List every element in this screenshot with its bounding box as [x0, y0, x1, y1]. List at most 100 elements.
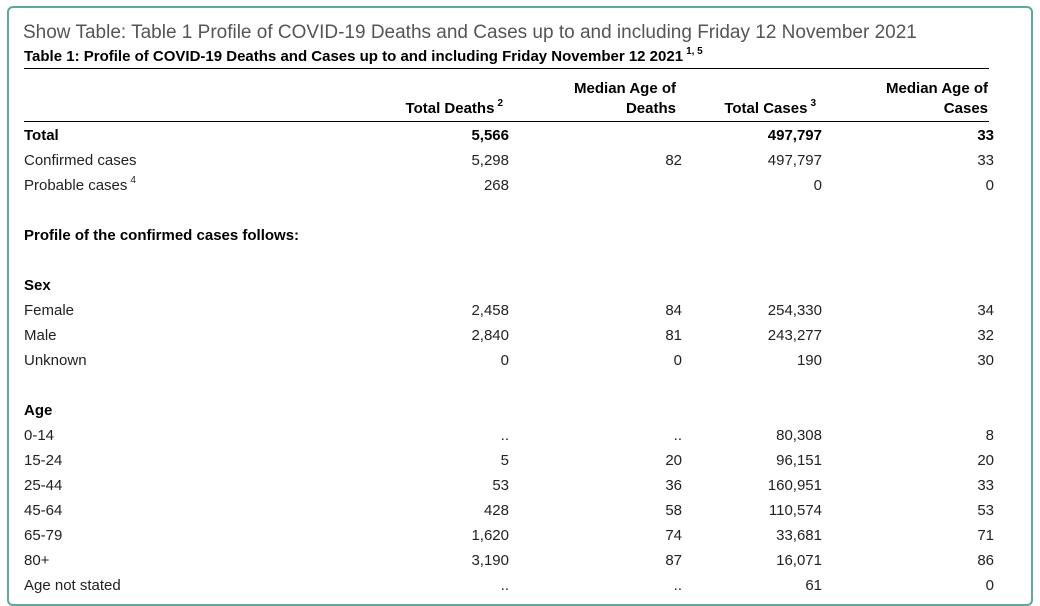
- row-label-footnote: 4: [130, 175, 136, 186]
- table-row: 80+ 3,190 87 16,071 86: [24, 548, 994, 573]
- cell-median-age-deaths: 81: [665, 327, 682, 344]
- table-spacer-row: [24, 198, 989, 223]
- cell-total-deaths: 428: [483, 502, 509, 519]
- row-label-text: 65-79: [24, 527, 63, 544]
- row-label: 65-79: [24, 523, 62, 548]
- cell-median-age-cases: 0: [985, 177, 994, 194]
- header-median-age-deaths-line2: Deaths: [625, 100, 676, 117]
- table-caption: Table 1: Profile of COVID-19 Deaths and …: [24, 46, 989, 69]
- header-total-cases-label: Total Cases: [724, 100, 808, 117]
- cell-total-deaths: 2,840: [471, 327, 509, 344]
- cell-total-cases: 497,797: [767, 127, 822, 144]
- cell-median-age-deaths: 0: [673, 352, 682, 369]
- row-label: Confirmed cases: [24, 148, 137, 173]
- table-row: Age not stated.... 61 0: [24, 573, 994, 598]
- table-panel: Show Table: Table 1 Profile of COVID-19 …: [7, 6, 1033, 606]
- cell-total-deaths: 1,620: [471, 527, 509, 544]
- cell-median-age-deaths: ..: [673, 577, 682, 594]
- cell-total-cases: 0: [813, 177, 822, 194]
- cell-median-age-deaths: 87: [665, 552, 682, 569]
- header-median-age-cases-line1: Median Age of: [886, 80, 988, 97]
- section-heading: Age: [24, 398, 52, 423]
- table-row: Unknown 0 0 190 30: [24, 348, 994, 373]
- header-total-deaths-label: Total Deaths: [405, 100, 495, 117]
- show-table-title[interactable]: Show Table: Table 1 Profile of COVID-19 …: [23, 22, 917, 43]
- section-heading-row: Age: [24, 398, 989, 423]
- cell-total-deaths: ..: [500, 427, 509, 444]
- cell-total-cases: 16,071: [776, 552, 822, 569]
- row-label-text: Sex: [24, 277, 51, 294]
- header-median-age-cases-line2: Cases: [943, 100, 988, 117]
- header-divider: [24, 121, 989, 122]
- table-row: Confirmed cases 5,298 82 497,797 33: [24, 148, 994, 173]
- row-label-text: Probable cases: [24, 177, 128, 194]
- cell-median-age-cases: 71: [977, 527, 994, 544]
- cell-total-cases: 497,797: [767, 152, 822, 169]
- table-row: 45-64 428 58 110,574 53: [24, 498, 994, 523]
- cell-total-deaths: 0: [500, 352, 509, 369]
- row-label-text: Unknown: [24, 352, 87, 369]
- cell-total-deaths: 5: [500, 452, 509, 469]
- cell-median-age-cases: 32: [977, 327, 994, 344]
- header-total-cases-note: 3: [810, 98, 816, 109]
- table-spacer-row: [24, 248, 989, 273]
- cell-median-age-deaths: 74: [665, 527, 682, 544]
- section-heading-row: Sex: [24, 273, 989, 298]
- header-median-age-deaths-line1: Median Age of: [574, 80, 676, 97]
- caption-text: Table 1: Profile of COVID-19 Deaths and …: [24, 48, 684, 65]
- row-label: 80+: [24, 548, 49, 573]
- table-row: Total 5,566 497,797 33: [24, 123, 994, 148]
- table-row: 15-24 5 20 96,151 20: [24, 448, 994, 473]
- cell-median-age-deaths: 84: [665, 302, 682, 319]
- section-heading: Sex: [24, 273, 51, 298]
- row-label-text: Age not stated: [24, 577, 121, 594]
- cell-total-deaths: 5,298: [471, 152, 509, 169]
- table-row: Male 2,840 81 243,277 32: [24, 323, 994, 348]
- cell-median-age-deaths: 82: [665, 152, 682, 169]
- row-label-text: Male: [24, 327, 57, 344]
- cell-median-age-cases: 33: [977, 127, 994, 144]
- row-label: Unknown: [24, 348, 87, 373]
- row-label: Age not stated: [24, 573, 121, 598]
- row-label-text: 80+: [24, 552, 50, 569]
- row-label-text: Confirmed cases: [24, 152, 137, 169]
- cell-total-cases: 61: [805, 577, 822, 594]
- table-row: 65-79 1,620 74 33,681 71: [24, 523, 994, 548]
- cell-total-cases: 254,330: [767, 302, 822, 319]
- cell-median-age-cases: 53: [977, 502, 994, 519]
- section-heading-row: Profile of the confirmed cases follows:: [24, 223, 989, 248]
- table-row: Probable cases 4 268 0 0: [24, 173, 994, 200]
- table-row: 0-14.... 80,308 8: [24, 423, 994, 448]
- cell-median-age-cases: 34: [977, 302, 994, 319]
- cell-total-deaths: 53: [492, 477, 509, 494]
- table-row: 25-44 53 36 160,951 33: [24, 473, 994, 498]
- cell-total-cases: 110,574: [768, 502, 822, 519]
- cell-total-deaths: 5,566: [471, 127, 509, 144]
- cell-total-deaths: 2,458: [471, 302, 509, 319]
- row-label: Probable cases 4: [24, 173, 136, 200]
- table-row: Female 2,458 84 254,330 34: [24, 298, 994, 323]
- row-label: 0-14: [24, 423, 54, 448]
- row-label-text: Age: [24, 402, 53, 419]
- row-label: 25-44: [24, 473, 62, 498]
- header-total-deaths-note: 2: [497, 98, 503, 109]
- cell-total-deaths: 268: [483, 177, 509, 194]
- cell-total-cases: 80,308: [776, 427, 822, 444]
- cell-total-deaths: ..: [500, 577, 509, 594]
- row-label-text: Total: [24, 127, 59, 144]
- caption-footnote: 1, 5: [686, 46, 703, 57]
- cell-total-deaths: 3,190: [471, 552, 509, 569]
- cell-median-age-cases: 20: [977, 452, 994, 469]
- header-total-deaths: Total Deaths 2: [405, 98, 503, 121]
- cell-total-cases: 243,277: [767, 327, 822, 344]
- row-label: Total: [24, 123, 59, 148]
- cell-median-age-deaths: 20: [665, 452, 682, 469]
- table-spacer-row: [24, 373, 989, 398]
- cell-total-cases: 33,681: [776, 527, 822, 544]
- cell-median-age-deaths: ..: [673, 427, 682, 444]
- row-label: Female: [24, 298, 74, 323]
- row-label-text: 25-44: [24, 477, 63, 494]
- row-label: 45-64: [24, 498, 62, 523]
- section-heading: Profile of the confirmed cases follows:: [24, 223, 299, 248]
- cell-median-age-cases: 30: [977, 352, 994, 369]
